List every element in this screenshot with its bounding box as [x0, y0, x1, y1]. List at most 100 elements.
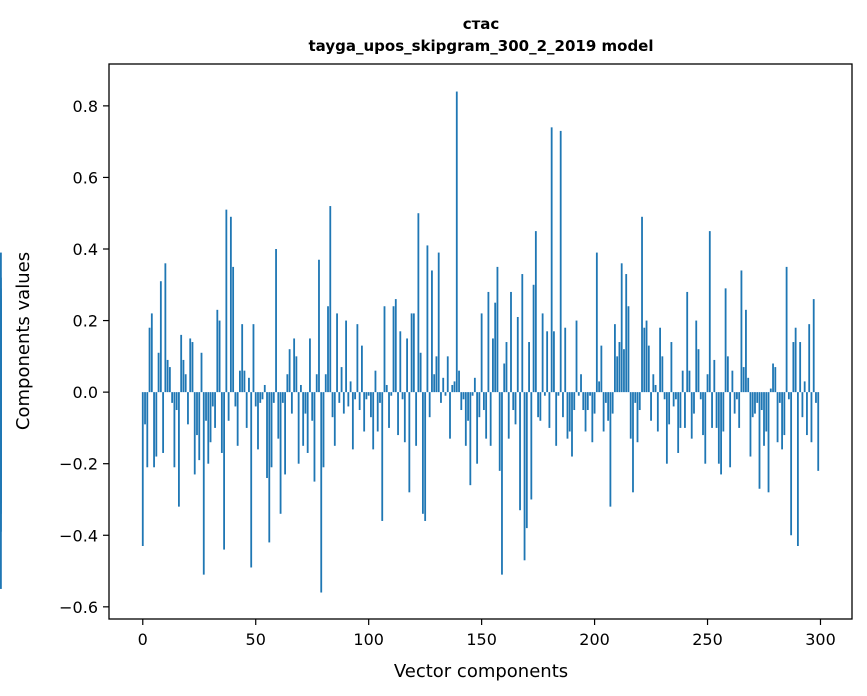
- bar: [623, 349, 625, 393]
- bar: [607, 392, 610, 421]
- bar: [250, 392, 253, 568]
- bar: [0, 392, 2, 504]
- bar: [539, 392, 542, 421]
- bar: [417, 213, 420, 393]
- bar: [634, 392, 637, 403]
- bar: [611, 392, 614, 414]
- bar: [575, 320, 578, 393]
- bar: [435, 356, 438, 393]
- bar: [207, 392, 210, 464]
- bar: [586, 392, 589, 411]
- bar: [602, 392, 605, 432]
- bar: [412, 313, 415, 393]
- bar: [482, 392, 485, 411]
- bar: [553, 331, 555, 393]
- x-tick-label: 0: [138, 630, 148, 649]
- bar: [632, 392, 634, 493]
- bar: [279, 392, 282, 514]
- bar: [523, 392, 526, 561]
- bar: [787, 392, 790, 400]
- bar: [713, 359, 716, 393]
- bar: [261, 392, 264, 400]
- bar: [532, 284, 535, 393]
- bar: [234, 392, 237, 407]
- bar: [686, 291, 689, 393]
- bar: [408, 392, 411, 493]
- bars: [0, 91, 820, 593]
- bar: [0, 352, 2, 393]
- bar: [403, 392, 406, 443]
- bar: [365, 392, 368, 400]
- bar: [200, 352, 203, 393]
- bar: [449, 392, 451, 439]
- bar: [410, 313, 413, 393]
- bar: [399, 331, 402, 393]
- bar: [259, 392, 262, 403]
- x-tick-label: 300: [805, 630, 836, 649]
- bar: [302, 392, 305, 446]
- bar: [505, 342, 508, 393]
- bar: [162, 392, 165, 453]
- bar: [616, 356, 619, 393]
- bar: [756, 392, 759, 403]
- bar: [297, 392, 300, 464]
- bar: [329, 206, 332, 393]
- bar: [652, 374, 655, 393]
- bar: [733, 392, 736, 414]
- bar: [580, 374, 582, 393]
- bar: [645, 320, 648, 393]
- bar: [383, 306, 386, 393]
- bar: [345, 320, 347, 393]
- bar: [600, 345, 603, 393]
- bar: [356, 324, 359, 393]
- bar: [446, 356, 449, 393]
- bar: [229, 216, 232, 393]
- bar: [494, 302, 497, 393]
- bar: [702, 392, 704, 436]
- bar: [437, 252, 440, 393]
- bar: [175, 392, 178, 411]
- x-tick-label: 200: [579, 630, 610, 649]
- y-tick-label: 0.0: [73, 383, 98, 402]
- x-tick-label: 100: [353, 630, 384, 649]
- plot-area-frame: [108, 63, 853, 620]
- bar: [379, 392, 381, 403]
- bar: [783, 392, 786, 436]
- bar: [311, 392, 314, 421]
- bar: [394, 299, 397, 393]
- bar: [503, 363, 506, 393]
- bar: [225, 209, 228, 393]
- y-axis-ticks: −0.6 −0.4 −0.2 0.0 0.2 0.4 0.6 0.8: [59, 97, 109, 617]
- bar: [239, 370, 241, 393]
- bar: [720, 392, 722, 475]
- chart-subtitle: tayga_upos_skipgram_300_2_2019 model: [309, 37, 654, 55]
- bar: [458, 370, 460, 393]
- bar: [198, 392, 201, 461]
- bar: [257, 392, 259, 450]
- bar: [480, 313, 483, 393]
- bar: [769, 388, 772, 393]
- bar: [153, 392, 155, 468]
- bar: [406, 338, 408, 393]
- bar: [168, 367, 171, 393]
- bar: [774, 367, 777, 393]
- bar: [708, 231, 711, 393]
- bar: [358, 392, 361, 411]
- bar: [315, 374, 318, 393]
- bar: [485, 392, 488, 439]
- bar: [534, 231, 537, 393]
- bar: [584, 392, 587, 432]
- bar: [338, 392, 341, 403]
- bar: [0, 384, 2, 393]
- bar: [370, 392, 372, 418]
- bar: [428, 392, 431, 418]
- bar: [146, 392, 149, 468]
- bar: [376, 392, 379, 432]
- bar: [693, 392, 695, 414]
- bar: [489, 392, 492, 446]
- bar: [155, 392, 158, 457]
- bar: [609, 392, 612, 507]
- bar: [507, 392, 510, 439]
- bar: [193, 392, 196, 475]
